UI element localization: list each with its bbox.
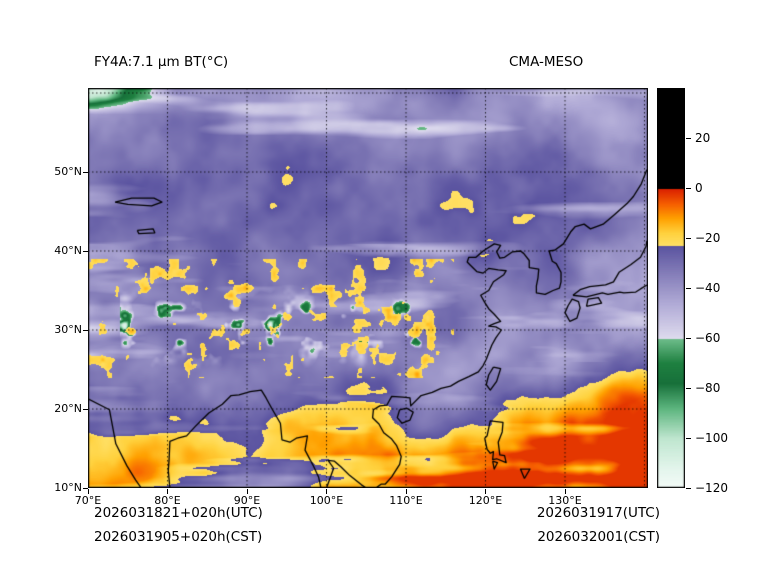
- lon-tick-mark: [246, 489, 248, 494]
- lat-tick-label: 40°N: [54, 244, 82, 257]
- colorbar-tick-label: −100: [695, 431, 728, 445]
- lat-tick-mark: [83, 408, 88, 410]
- lon-tick-label: 120°E: [468, 494, 503, 507]
- lon-tick-mark: [485, 489, 486, 494]
- colorbar-tick-mark: [686, 137, 691, 139]
- colorbar-tick-mark: [686, 287, 691, 289]
- colorbar-tick-label: −60: [695, 331, 721, 345]
- lat-tick-mark: [83, 171, 88, 173]
- lon-tick-label: 70°E: [74, 494, 102, 507]
- colorbar-tick-label: 20: [695, 131, 711, 145]
- colorbar-tick-label: −20: [695, 231, 721, 245]
- lat-tick-label: 50°N: [54, 165, 82, 178]
- colorbar-tick-label: −80: [695, 381, 721, 395]
- model-name-label: CMA-MESO: [509, 54, 584, 70]
- lon-tick-mark: [564, 489, 566, 494]
- lon-tick-mark: [87, 489, 89, 494]
- colorbar-tick-mark: [686, 187, 691, 189]
- lat-tick-label: 20°N: [54, 402, 82, 415]
- lon-tick-label: 130°E: [548, 494, 582, 507]
- colorbar-tick-mark: [686, 237, 691, 239]
- lat-tick-mark: [83, 250, 88, 252]
- init-plus-lead-time-utc: 2026031821+020h(UTC): [94, 505, 263, 521]
- colorbar-tick-mark: [686, 337, 691, 339]
- colorbar-canvas: [657, 88, 685, 488]
- bt-field-map-canvas: [88, 88, 648, 488]
- colorbar-tick-label: −40: [695, 281, 721, 295]
- colorbar-tick-label: −120: [695, 481, 728, 495]
- lon-tick-label: 110°E: [389, 494, 423, 507]
- lat-tick-mark: [83, 487, 88, 489]
- init-plus-lead-time-cst: 2026031905+020h(CST): [94, 529, 263, 545]
- valid-time-utc: 2026031917(UTC): [536, 505, 660, 521]
- lat-tick-mark: [83, 329, 88, 331]
- lon-tick-mark: [405, 489, 407, 494]
- lat-tick-label: 10°N: [54, 481, 82, 494]
- lon-tick-mark: [167, 489, 168, 494]
- lon-tick-mark: [326, 489, 327, 494]
- lon-tick-label: 100°E: [309, 494, 344, 507]
- plot-title: FY4A:7.1 μm BT(°C): [94, 54, 229, 70]
- colorbar-tick-label: 0: [695, 181, 703, 195]
- colorbar-tick-mark: [686, 437, 691, 439]
- lon-tick-label: 90°E: [233, 494, 261, 507]
- valid-time-cst: 2026032001(CST): [537, 529, 660, 545]
- lat-tick-label: 30°N: [54, 323, 82, 336]
- colorbar-tick-mark: [686, 487, 691, 489]
- lon-tick-label: 80°E: [154, 494, 181, 507]
- colorbar-tick-mark: [686, 387, 691, 389]
